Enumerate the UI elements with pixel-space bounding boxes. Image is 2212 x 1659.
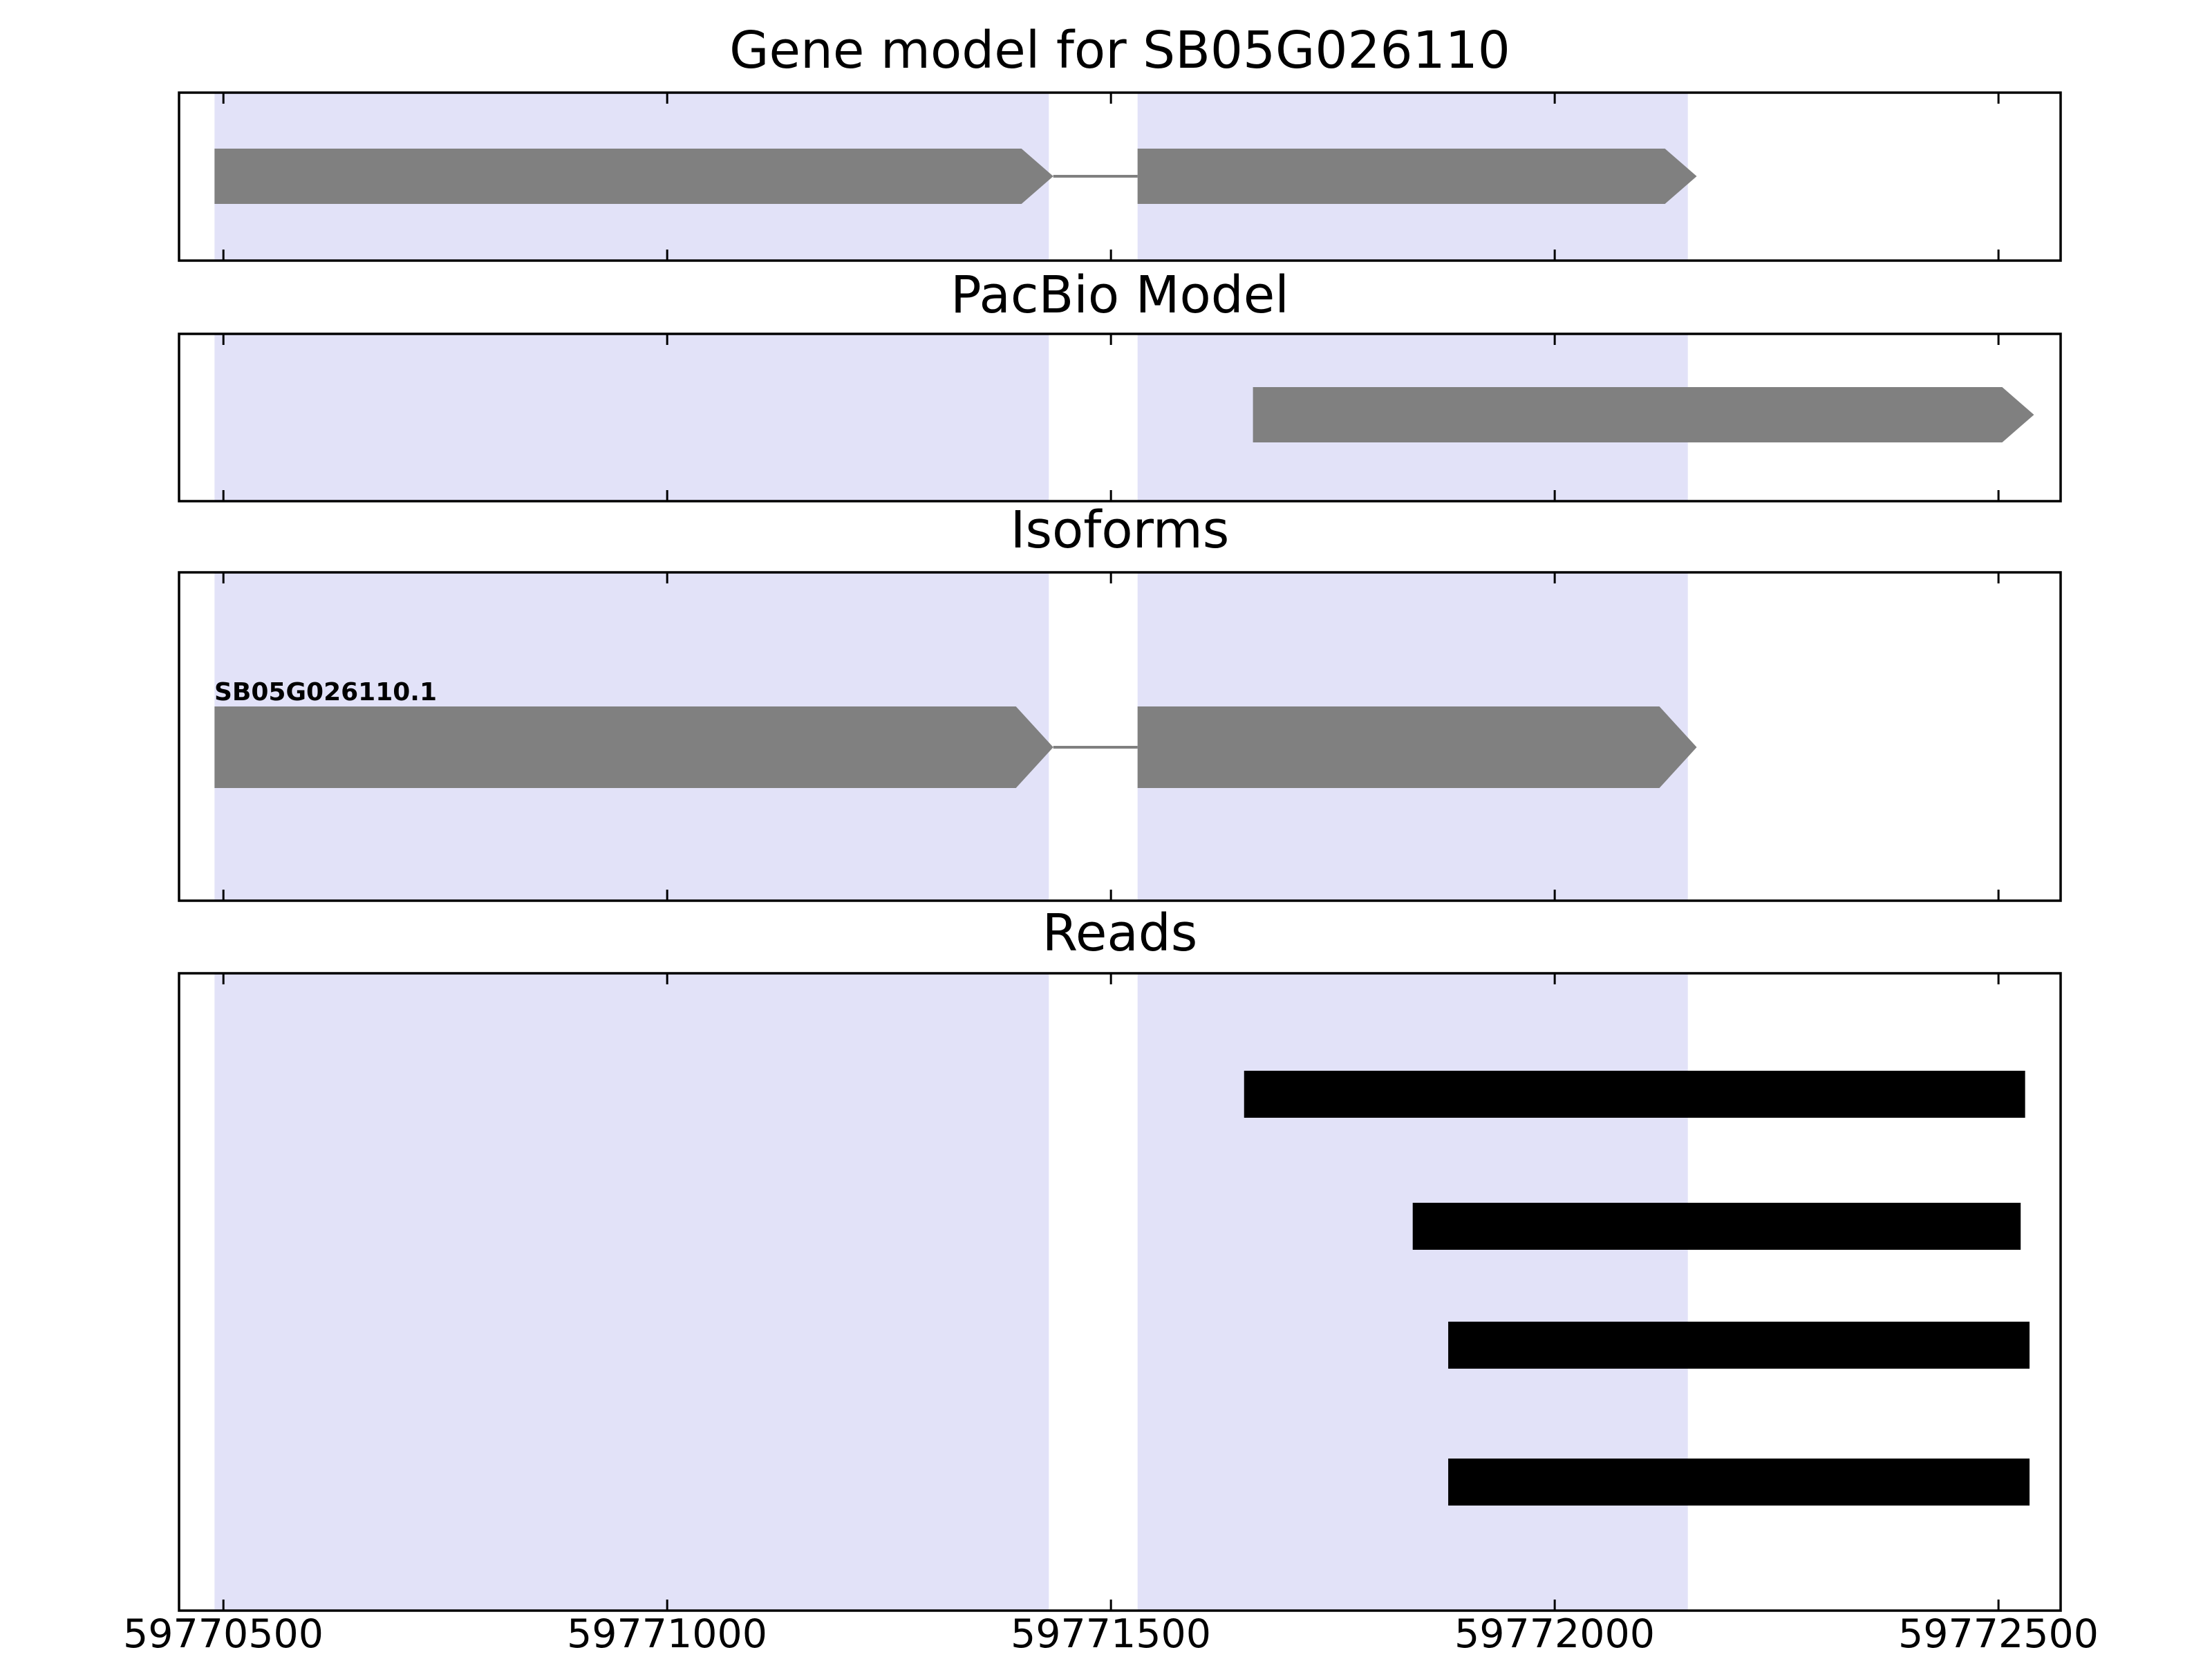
exon-block [214,149,1053,204]
panel-border [178,972,2062,1612]
read-bar [1448,1459,2030,1506]
exon-block [1253,387,2034,442]
x-tick-label-4: 59772500 [1897,1611,2099,1657]
x-tick-label-1: 59771000 [566,1611,768,1657]
exon-block [1137,706,1697,788]
highlight-region [1137,973,1688,1611]
read-bar [1244,1071,2025,1118]
panel-border [178,91,2062,262]
panel-border [178,571,2062,902]
exon-block [1137,149,1697,204]
highlight-region [214,334,1049,501]
highlight-region [214,973,1049,1611]
panel-title-pacbio-model: PacBio Model [950,265,1289,325]
isoform-label: SB05G026110.1 [214,678,438,706]
x-tick-label-2: 59771500 [1010,1611,1212,1657]
x-tick-label-0: 59770500 [122,1611,324,1657]
exon-block [214,706,1053,788]
panel-border [178,332,2062,503]
read-bar [1448,1322,2030,1369]
read-bar [1412,1203,2021,1250]
x-tick-label-3: 59772000 [1454,1611,1656,1657]
panel-title-isoforms: Isoforms [1010,500,1230,560]
panel-title-gene-model: Gene model for SB05G026110 [729,21,1510,80]
panel-title-reads: Reads [1042,903,1198,963]
